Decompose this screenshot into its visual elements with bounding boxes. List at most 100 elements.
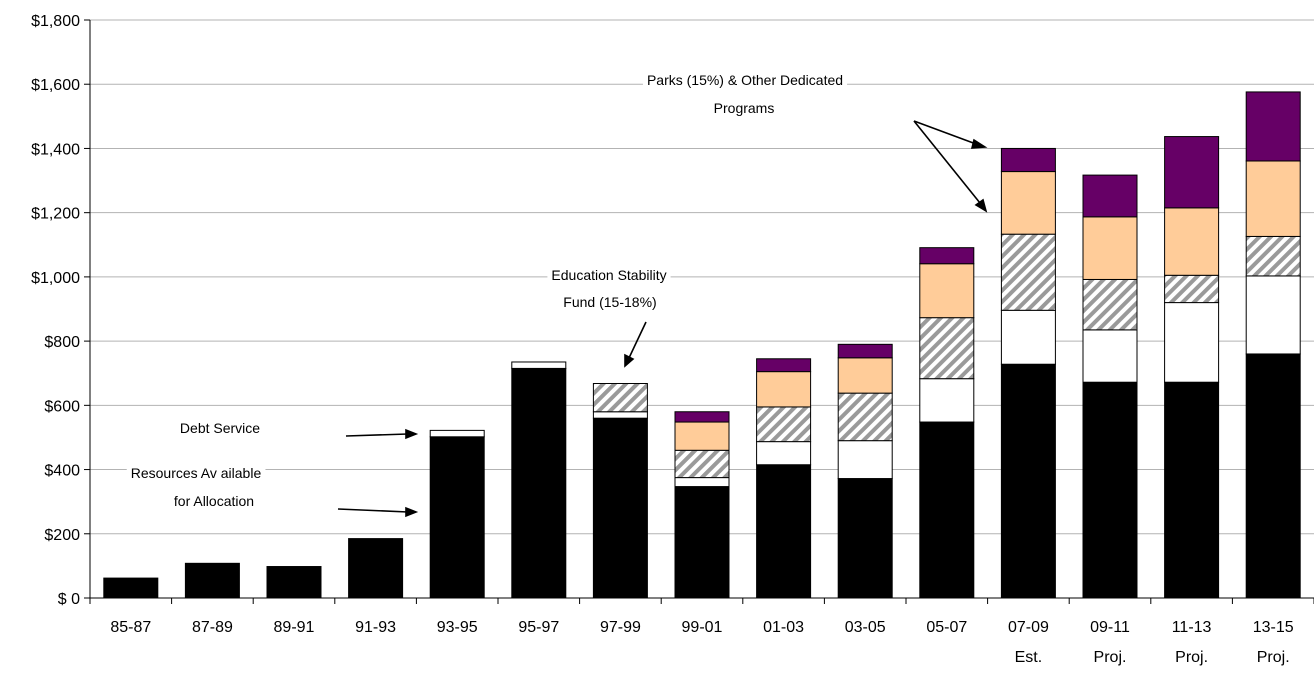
- y-tick-label: $400: [44, 463, 80, 480]
- annotation-background: [169, 492, 259, 510]
- x-tick-label: 95-97: [518, 619, 559, 636]
- x-tick-label: 87-89: [192, 619, 233, 636]
- bar-segment-07-09-s3: [1000, 171, 1056, 235]
- bar-segment-93-95-s0: [429, 436, 485, 599]
- arrowhead-parks-upper: [970, 138, 988, 149]
- annotation-background: [126, 464, 266, 482]
- x-tick-label: 13-15: [1253, 619, 1294, 636]
- x-tick-label: 11-13: [1172, 619, 1212, 636]
- bar-segment-99-01-s2: [674, 449, 730, 479]
- arrow-debt-service: [345, 433, 409, 437]
- bar-segment-03-05-s4: [837, 343, 893, 359]
- bar-segment-97-99-s0: [592, 417, 648, 599]
- gridlines: [90, 19, 1314, 535]
- bar-segment-13-15-s0: [1245, 353, 1301, 599]
- bar-segment-13-15-s4: [1245, 91, 1301, 162]
- bar-segment-01-03-s1: [756, 441, 812, 466]
- bar-segment-99-01-s4: [674, 411, 730, 423]
- x-tick-label: 85-87: [110, 619, 151, 636]
- bar-segment-11-13-s3: [1164, 207, 1220, 276]
- bar-segment-01-03-s2: [756, 406, 812, 443]
- bar-segment-05-07-s3: [919, 263, 975, 319]
- bar-segment-03-05-s3: [837, 357, 893, 394]
- bar-segment-01-03-s4: [756, 358, 812, 373]
- x-tick-label: 03-05: [845, 619, 886, 636]
- bars: [103, 91, 1301, 599]
- bar-segment-95-97-s0: [511, 367, 567, 599]
- bar-segment-11-13-s0: [1164, 381, 1220, 599]
- x-tick-sublabel: Est.: [1015, 649, 1043, 666]
- x-tick-label: 05-07: [926, 619, 967, 636]
- bar-segment-13-15-s2: [1245, 235, 1301, 277]
- bar-segment-05-07-s0: [919, 421, 975, 599]
- arrowhead-education: [624, 353, 635, 368]
- bar-segment-03-05-s1: [837, 440, 893, 480]
- bar-segment-09-11-s0: [1082, 381, 1138, 599]
- arrowhead-resources: [405, 506, 419, 518]
- x-tick-sublabel: Proj.: [1094, 649, 1127, 666]
- bar-segment-01-03-s0: [756, 464, 812, 599]
- bar-segment-09-11-s1: [1082, 329, 1138, 383]
- x-tick-label: 93-95: [437, 619, 478, 636]
- bar-segment-03-05-s2: [837, 392, 893, 442]
- bar-segment-91-93-s0: [348, 538, 404, 599]
- bar-segment-11-13-s2: [1164, 274, 1220, 304]
- bar-segment-07-09-s0: [1000, 363, 1056, 599]
- y-tick-label: $200: [44, 527, 80, 544]
- annotation-education-line2: Fund (15-18%): [563, 294, 656, 310]
- y-tick-label: $800: [44, 334, 80, 351]
- bar-segment-85-87-s0: [103, 577, 159, 599]
- y-tick-label: $1,800: [31, 13, 80, 30]
- bar-segment-07-09-s1: [1000, 309, 1056, 365]
- arrow-parks-lower: [913, 120, 981, 204]
- annotation-background: [642, 71, 848, 89]
- annotation-resources-line2: for Allocation: [174, 493, 254, 509]
- bar-segment-09-11-s4: [1082, 174, 1138, 218]
- bar-segment-03-05-s0: [837, 478, 893, 599]
- x-tick-label: 91-93: [355, 619, 396, 636]
- annotation-arrows: [337, 120, 988, 518]
- x-tick-label: 01-03: [763, 619, 804, 636]
- annotations: Debt Service Resources Av ailable for Al…: [126, 71, 988, 518]
- bar-segment-97-99-s1: [592, 411, 648, 419]
- x-tick-sublabel: Proj.: [1257, 649, 1290, 666]
- y-tick-label: $1,600: [31, 77, 80, 94]
- x-tick-label: 97-99: [600, 619, 641, 636]
- arrowhead-debt-service: [405, 428, 419, 440]
- bar-segment-01-03-s3: [756, 371, 812, 408]
- annotation-parks-line2: Programs: [714, 100, 775, 116]
- x-tick-label: 99-01: [682, 619, 723, 636]
- annotation-background: [709, 99, 779, 117]
- annotation-background: [559, 293, 661, 311]
- x-tick-sublabel: Proj.: [1175, 649, 1208, 666]
- x-tick-label: 89-91: [274, 619, 315, 636]
- annotation-resources-line1: Resources Av ailable: [131, 465, 262, 481]
- bar-segment-09-11-s2: [1082, 278, 1138, 331]
- bar-segment-89-91-s0: [266, 566, 322, 599]
- y-tick-label: $1,200: [31, 206, 80, 223]
- arrow-resources: [337, 508, 409, 513]
- bar-segment-87-89-s0: [184, 562, 240, 599]
- bar-segment-11-13-s4: [1164, 136, 1220, 209]
- bar-segment-11-13-s1: [1164, 302, 1220, 383]
- arrow-education: [628, 321, 647, 359]
- x-tick-label: 09-11: [1090, 619, 1130, 636]
- y-tick-label: $ 0: [58, 591, 80, 608]
- axes: $ 0 $200 $400 $600 $800 $1,000 $1,200 $1,400 $1,…: [31, 13, 1314, 666]
- bar-segment-07-09-s2: [1000, 233, 1056, 311]
- annotation-education-line1: Education Stability: [551, 267, 666, 283]
- arrow-parks-upper: [913, 120, 977, 145]
- bar-segment-05-07-s1: [919, 378, 975, 423]
- bar-segment-13-15-s1: [1245, 275, 1301, 355]
- bar-segment-13-15-s3: [1245, 160, 1301, 237]
- y-tick-label: $1,400: [31, 141, 80, 158]
- annotation-debt-service: Debt Service: [180, 420, 260, 436]
- bar-segment-05-07-s2: [919, 317, 975, 380]
- y-tick-label: $1,000: [31, 270, 80, 287]
- bar-segment-93-95-s1: [429, 429, 485, 438]
- annotation-background: [175, 419, 265, 437]
- bar-segment-05-07-s4: [919, 247, 975, 265]
- x-tick-label: 07-09: [1008, 619, 1049, 636]
- bar-segment-09-11-s3: [1082, 216, 1138, 280]
